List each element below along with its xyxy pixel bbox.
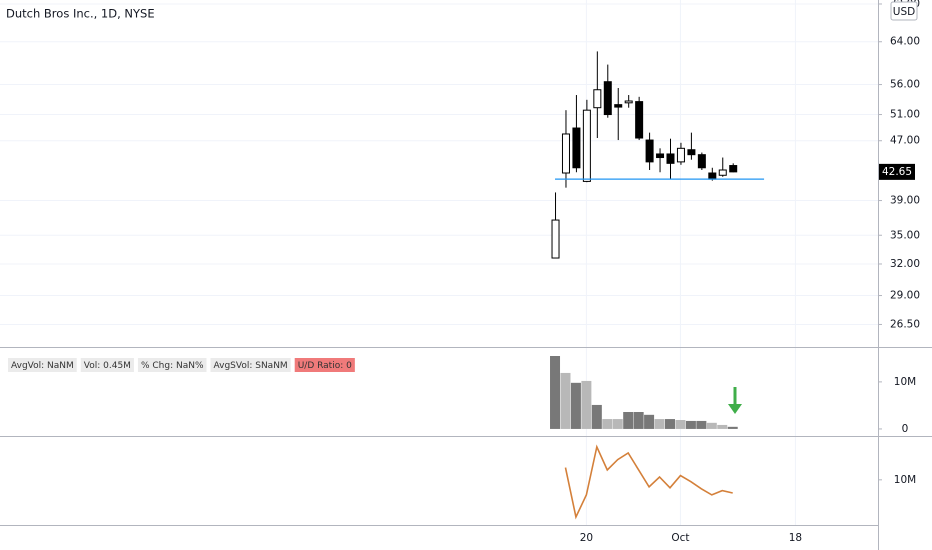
volume-bar [727, 426, 738, 429]
candle-body [708, 172, 717, 180]
volume-bar [696, 420, 707, 429]
volume-bar [633, 412, 644, 429]
indicator-label-box [210, 358, 291, 372]
candle-body [551, 219, 560, 259]
volume-bar [581, 380, 592, 429]
volume-bar [623, 412, 634, 429]
y-tick-label: 26.50 [890, 318, 920, 330]
currency-box [890, 1, 918, 21]
volume-bar [664, 419, 675, 429]
signal-arrow [728, 387, 742, 414]
candle-body [614, 104, 623, 108]
mark-layer [550, 51, 765, 520]
volume-bar [550, 356, 561, 429]
candle-body [572, 127, 581, 169]
axis-layer: 72.0064.0056.0051.0047.0039.0035.0032.00… [6, 0, 920, 544]
y-tick-label: 0 [902, 423, 909, 435]
volume-bar [675, 420, 686, 429]
x-tick-label: Oct [671, 532, 689, 544]
volume-bar [644, 414, 655, 429]
y-tick-label: 10M [894, 474, 916, 486]
indicator-label: U/D Ratio: 0 [298, 361, 352, 371]
candle-body [582, 109, 591, 182]
indicator-label-box [8, 358, 77, 372]
candle-body [624, 100, 633, 104]
volume-bar [591, 404, 602, 429]
indicator-label: AvgVol: NaNM [11, 361, 74, 371]
chart-title: Dutch Bros Inc., 1D, NYSE [6, 7, 155, 21]
indicator-label-box [137, 358, 207, 372]
last-price-box [879, 163, 915, 180]
candle-body [656, 153, 665, 159]
currency-label: USD [893, 6, 915, 18]
y-tick-label: 56.00 [890, 79, 920, 91]
indicator-label: % Chg: NaN% [141, 361, 204, 371]
volume-bar [560, 372, 571, 429]
y-tick-label: 39.00 [890, 195, 920, 207]
candle-body [593, 89, 602, 109]
x-tick-label: 18 [789, 532, 802, 544]
y-tick-label: 32.00 [890, 258, 920, 270]
volume-bar [706, 422, 717, 429]
candle-body [603, 81, 612, 116]
candle-body [645, 139, 654, 163]
volume-bar [570, 382, 581, 429]
y-tick-label: 64.00 [890, 36, 920, 48]
y-tick-label: 51.00 [890, 109, 920, 121]
candle-body [635, 101, 644, 139]
y-tick-label: 35.00 [890, 229, 920, 241]
candle-body [676, 147, 685, 163]
candle-body [729, 165, 738, 173]
candle-body [718, 169, 727, 176]
volume-bar [602, 419, 613, 429]
candle-body [697, 154, 706, 169]
indicator-label: Vol: 0.45M [84, 361, 131, 371]
candle-body [666, 153, 675, 164]
last-price-label: 42.65 [882, 166, 912, 178]
x-tick-label: 20 [580, 532, 593, 544]
candle-body [561, 133, 570, 174]
grid-layer [0, 0, 878, 525]
candle-body [687, 149, 696, 156]
y-tick-label: 47.00 [890, 135, 920, 147]
indicator-label-box [294, 358, 355, 372]
volume-bar [612, 419, 623, 429]
volume-bar [717, 424, 728, 429]
indicator-line [564, 444, 733, 520]
volume-bar [654, 419, 665, 429]
arrow-head [728, 404, 742, 414]
volume-bar [685, 420, 696, 429]
y-tick-label: 10M [894, 376, 916, 388]
indicator-label: AvgSVol: SNaNM [214, 361, 288, 371]
indicator-label-box [80, 358, 134, 372]
y-tick-label: 29.00 [890, 290, 920, 302]
